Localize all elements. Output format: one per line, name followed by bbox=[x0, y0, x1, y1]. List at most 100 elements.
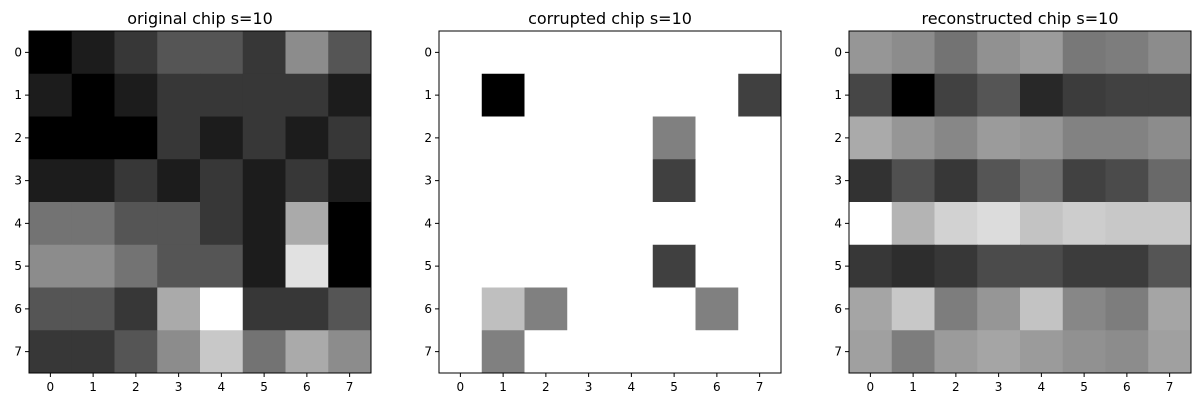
heatmap-cell bbox=[328, 159, 372, 203]
y-tick-label: 0 bbox=[14, 45, 22, 59]
heatmap-cell bbox=[285, 244, 329, 288]
chart-title: reconstructed chip s=10 bbox=[921, 9, 1118, 28]
heatmap-cell bbox=[157, 159, 201, 203]
heatmap-cell bbox=[328, 31, 372, 75]
x-tick-label: 4 bbox=[628, 380, 636, 394]
heatmap-cell bbox=[652, 31, 696, 75]
x-tick-label: 2 bbox=[542, 380, 550, 394]
heatmap-cell bbox=[652, 330, 696, 374]
y-tick-label: 1 bbox=[424, 88, 432, 102]
heatmap-cell bbox=[891, 116, 935, 160]
x-tick-label: 7 bbox=[756, 380, 764, 394]
heatmap-cell bbox=[1062, 73, 1106, 117]
heatmap-cell bbox=[1062, 330, 1106, 374]
heatmap-cell bbox=[695, 73, 739, 117]
heatmap-cell bbox=[977, 287, 1021, 331]
heatmap-cell bbox=[610, 159, 654, 203]
heatmap-cell bbox=[29, 31, 73, 75]
heatmap-cell bbox=[114, 73, 158, 117]
heatmap-cell bbox=[610, 31, 654, 75]
heatmap-cell bbox=[71, 330, 115, 374]
heatmap-cell bbox=[610, 330, 654, 374]
heatmap-cell bbox=[695, 287, 739, 331]
x-tick-label: 3 bbox=[995, 380, 1003, 394]
heatmap-cell bbox=[1105, 287, 1149, 331]
heatmap-cell bbox=[1020, 330, 1064, 374]
heatmap-cell bbox=[610, 73, 654, 117]
heatmap-cell bbox=[481, 73, 525, 117]
y-axis-ticks: 0 1 2 3 4 5 6 7 bbox=[14, 45, 29, 359]
heatmap-cell bbox=[481, 159, 525, 203]
heatmap-cell bbox=[157, 116, 201, 160]
heatmap-cell bbox=[114, 31, 158, 75]
x-tick-label: 0 bbox=[457, 380, 465, 394]
heatmap-cell bbox=[1148, 202, 1192, 246]
heatmap-cell bbox=[695, 244, 739, 288]
x-tick-label: 4 bbox=[218, 380, 226, 394]
y-axis-ticks: 0 1 2 3 4 5 6 7 bbox=[834, 45, 849, 359]
x-tick-label: 1 bbox=[499, 380, 507, 394]
y-tick-label: 6 bbox=[834, 302, 842, 316]
plot-frame bbox=[28, 30, 372, 374]
heatmap-cell bbox=[567, 31, 611, 75]
heatmap-cell bbox=[200, 31, 244, 75]
heatmap-cell bbox=[567, 244, 611, 288]
heatmap-cell bbox=[524, 287, 568, 331]
y-tick-label: 3 bbox=[424, 174, 432, 188]
heatmap-cell bbox=[439, 31, 483, 75]
heatmap-cell bbox=[439, 244, 483, 288]
heatmap-cell bbox=[695, 116, 739, 160]
heatmap-cell bbox=[738, 116, 782, 160]
heatmap-cell bbox=[524, 159, 568, 203]
heatmap-cell bbox=[328, 330, 372, 374]
heatmap-cell bbox=[200, 116, 244, 160]
heatmap-cell bbox=[481, 31, 525, 75]
heatmap-cell bbox=[849, 287, 893, 331]
heatmap-cell bbox=[738, 159, 782, 203]
heatmap-cell bbox=[1148, 287, 1192, 331]
heatmap-cell bbox=[1105, 244, 1149, 288]
heatmap-cells bbox=[849, 31, 1192, 374]
heatmap-cell bbox=[200, 159, 244, 203]
heatmap-cell bbox=[610, 287, 654, 331]
heatmap-cell bbox=[1105, 73, 1149, 117]
heatmap-cell bbox=[200, 287, 244, 331]
chart-title: corrupted chip s=10 bbox=[528, 9, 692, 28]
heatmap-cell bbox=[652, 159, 696, 203]
heatmap-cell bbox=[849, 159, 893, 203]
heatmap-cell bbox=[891, 287, 935, 331]
heatmap-cell bbox=[481, 202, 525, 246]
heatmap-cell bbox=[157, 287, 201, 331]
y-tick-label: 5 bbox=[834, 259, 842, 273]
heatmap-cell bbox=[200, 73, 244, 117]
heatmap-cell bbox=[157, 31, 201, 75]
heatmap-cell bbox=[200, 202, 244, 246]
heatmap-cell bbox=[481, 330, 525, 374]
x-axis-ticks: 0 1 2 3 4 5 6 7 bbox=[457, 373, 764, 394]
heatmap-cell bbox=[29, 73, 73, 117]
heatmap-cell bbox=[1062, 202, 1106, 246]
heatmap-cell bbox=[29, 159, 73, 203]
x-tick-label: 2 bbox=[132, 380, 140, 394]
heatmap-cell bbox=[977, 202, 1021, 246]
x-tick-label: 1 bbox=[909, 380, 917, 394]
heatmap-cell bbox=[1148, 159, 1192, 203]
heatmap-cell bbox=[71, 31, 115, 75]
heatmap-cell bbox=[114, 159, 158, 203]
y-tick-label: 2 bbox=[14, 131, 22, 145]
y-axis-ticks: 0 1 2 3 4 5 6 7 bbox=[424, 45, 439, 359]
heatmap-cell bbox=[738, 31, 782, 75]
heatmap-cell bbox=[524, 73, 568, 117]
y-tick-label: 1 bbox=[834, 88, 842, 102]
heatmap-cell bbox=[114, 244, 158, 288]
heatmap-cell bbox=[567, 330, 611, 374]
heatmap-cell bbox=[29, 244, 73, 288]
heatmap-cell bbox=[891, 159, 935, 203]
heatmap-cell bbox=[891, 244, 935, 288]
x-axis-ticks: 0 1 2 3 4 5 6 7 bbox=[47, 373, 353, 394]
heatmap-cell bbox=[1105, 116, 1149, 160]
heatmap-cell bbox=[977, 244, 1021, 288]
heatmap-cell bbox=[610, 202, 654, 246]
heatmap-cell bbox=[71, 73, 115, 117]
heatmap-cell bbox=[695, 202, 739, 246]
